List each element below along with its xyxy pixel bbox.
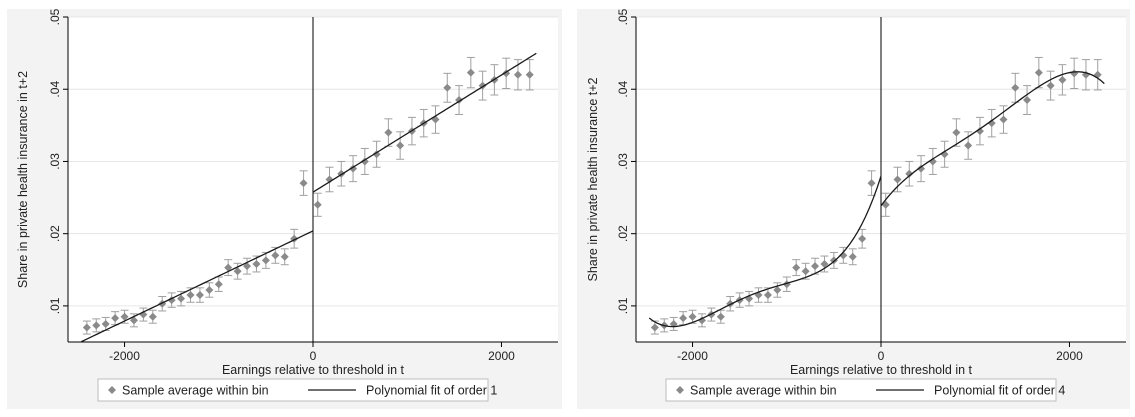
x-axis-label: Earnings relative to threshold in t bbox=[222, 363, 405, 377]
y-tick-label: .03 bbox=[616, 153, 630, 170]
fit-line-right bbox=[312, 52, 537, 193]
data-point bbox=[299, 179, 308, 188]
fit-line-left bbox=[648, 175, 882, 328]
x-tick-label: 2000 bbox=[488, 349, 515, 363]
legend-box bbox=[97, 378, 489, 402]
data-point bbox=[443, 83, 452, 92]
data-point bbox=[92, 321, 101, 330]
legend-label-points: Sample average within bin bbox=[122, 384, 269, 398]
data-point bbox=[205, 286, 214, 294]
chart-panel-2: .01 .02 .03 .04 .05 -2000 0 2000 Earnings relati… bbox=[577, 8, 1130, 409]
data-point bbox=[1058, 75, 1067, 84]
data-point bbox=[650, 323, 659, 332]
x-tick-label: 0 bbox=[310, 349, 317, 363]
legend-marker-points bbox=[108, 386, 116, 394]
data-point bbox=[1023, 96, 1032, 105]
data-point bbox=[271, 251, 280, 260]
data-point bbox=[917, 164, 926, 173]
y-tick-label: .05 bbox=[616, 8, 630, 25]
x-tick-label: 0 bbox=[878, 349, 885, 363]
data-point bbox=[858, 234, 867, 243]
data-point bbox=[233, 267, 242, 276]
data-point bbox=[964, 141, 973, 150]
data-point bbox=[214, 280, 223, 289]
data-point bbox=[848, 252, 857, 261]
data-point bbox=[101, 319, 110, 328]
data-point bbox=[952, 128, 961, 137]
fit-line-right bbox=[880, 71, 1105, 207]
data-point bbox=[811, 262, 820, 271]
legend-label-fit: Polynomial fit of order 1 bbox=[366, 384, 497, 398]
data-point bbox=[820, 260, 829, 268]
data-point bbox=[716, 312, 725, 321]
legend-box bbox=[665, 378, 1057, 402]
x-tick-label: 2000 bbox=[1056, 349, 1083, 363]
data-point bbox=[82, 323, 91, 332]
data-point bbox=[1046, 81, 1055, 90]
legend-label-fit: Polynomial fit of order 4 bbox=[934, 384, 1065, 398]
data-point bbox=[525, 70, 534, 79]
data-point bbox=[893, 175, 902, 184]
data-point bbox=[928, 157, 937, 166]
y-axis-label: Share in private health insurance t+2 bbox=[586, 77, 600, 281]
data-point bbox=[513, 70, 522, 79]
data-point bbox=[466, 68, 475, 77]
data-point bbox=[905, 169, 914, 178]
y-tick-label: .01 bbox=[616, 297, 630, 314]
data-point bbox=[679, 314, 688, 323]
data-point bbox=[129, 316, 138, 325]
data-point bbox=[975, 127, 984, 136]
x-axis-label: Earnings relative to threshold in t bbox=[790, 363, 973, 377]
data-point bbox=[763, 291, 772, 300]
data-point bbox=[688, 312, 697, 321]
data-point bbox=[1011, 83, 1020, 92]
data-points bbox=[82, 56, 534, 335]
legend: Sample average within bin Polynomial fit … bbox=[665, 378, 1065, 402]
data-point bbox=[313, 200, 322, 209]
data-point bbox=[384, 128, 393, 137]
data-point bbox=[243, 262, 252, 271]
data-point bbox=[867, 179, 876, 188]
data-point bbox=[396, 141, 405, 150]
x-tick-label: -2000 bbox=[109, 349, 140, 363]
fit-line-left bbox=[80, 230, 314, 343]
legend: Sample average within bin Polynomial fit … bbox=[97, 378, 497, 402]
y-tick-label: .02 bbox=[48, 225, 62, 242]
data-point bbox=[1034, 68, 1043, 77]
chart-panel-1: .01 .02 .03 .04 .05 -2000 0 2000 Earnings relati… bbox=[7, 8, 562, 409]
data-point bbox=[372, 150, 381, 159]
data-point bbox=[697, 316, 706, 325]
data-point bbox=[773, 286, 782, 294]
data-point bbox=[999, 115, 1008, 124]
y-tick-label: .05 bbox=[48, 8, 62, 25]
data-point bbox=[987, 119, 996, 128]
data-point bbox=[186, 291, 195, 300]
data-point bbox=[261, 256, 270, 265]
data-points bbox=[650, 56, 1102, 335]
data-point bbox=[148, 312, 157, 321]
data-point bbox=[280, 252, 289, 261]
y-axis-label: Share in private health insurance in t+2 bbox=[16, 71, 30, 288]
data-point bbox=[195, 291, 204, 300]
data-point bbox=[325, 175, 334, 184]
legend-label-points: Sample average within bin bbox=[690, 384, 837, 398]
data-point bbox=[224, 263, 233, 272]
y-tick-label: .03 bbox=[48, 153, 62, 170]
data-point bbox=[801, 267, 810, 276]
y-tick-label: .04 bbox=[616, 81, 630, 98]
data-point bbox=[120, 312, 129, 321]
legend-marker-points bbox=[676, 386, 684, 394]
data-point bbox=[839, 251, 848, 260]
data-point bbox=[252, 260, 261, 268]
y-tick-label: .01 bbox=[48, 297, 62, 314]
data-point bbox=[792, 263, 801, 272]
x-tick-label: -2000 bbox=[677, 349, 708, 363]
data-point bbox=[177, 294, 186, 303]
data-point bbox=[111, 314, 120, 323]
y-tick-label: .04 bbox=[48, 81, 62, 98]
y-tick-label: .02 bbox=[616, 225, 630, 242]
